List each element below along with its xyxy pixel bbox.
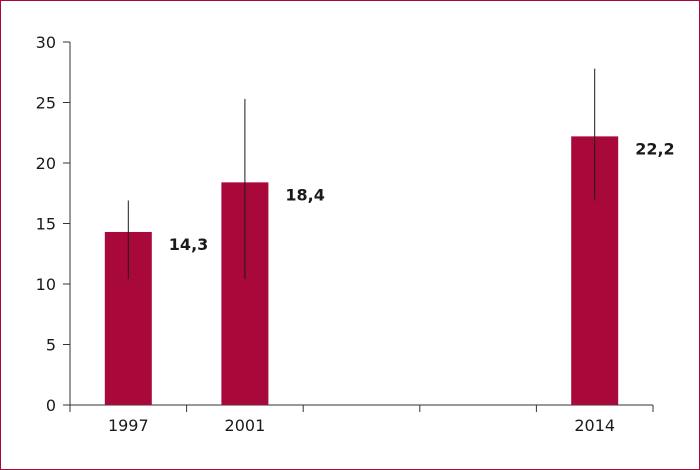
y-tick-label: 10 (36, 275, 56, 294)
x-tick-label: 2014 (574, 416, 615, 435)
y-tick-label: 15 (36, 215, 56, 234)
y-tick-label: 5 (46, 336, 56, 355)
y-tick-label: 30 (36, 33, 56, 52)
y-tick-label: 20 (36, 154, 56, 173)
data-labels: 14,3 18,4 22,2 (169, 139, 675, 254)
data-label: 18,4 (285, 185, 324, 204)
y-tick-label: 0 (46, 396, 56, 415)
y-axis: 0 5 10 15 20 25 30 (36, 33, 71, 415)
x-axis: 1997 2001 2014 (69, 404, 654, 435)
y-tick-label: 25 (36, 94, 56, 113)
x-tick-label: 1997 (108, 416, 149, 435)
bars (104, 136, 619, 405)
data-label: 22,2 (635, 139, 674, 158)
x-tick-label: 2001 (225, 416, 266, 435)
error-bars (127, 68, 596, 280)
data-label: 14,3 (169, 235, 208, 254)
